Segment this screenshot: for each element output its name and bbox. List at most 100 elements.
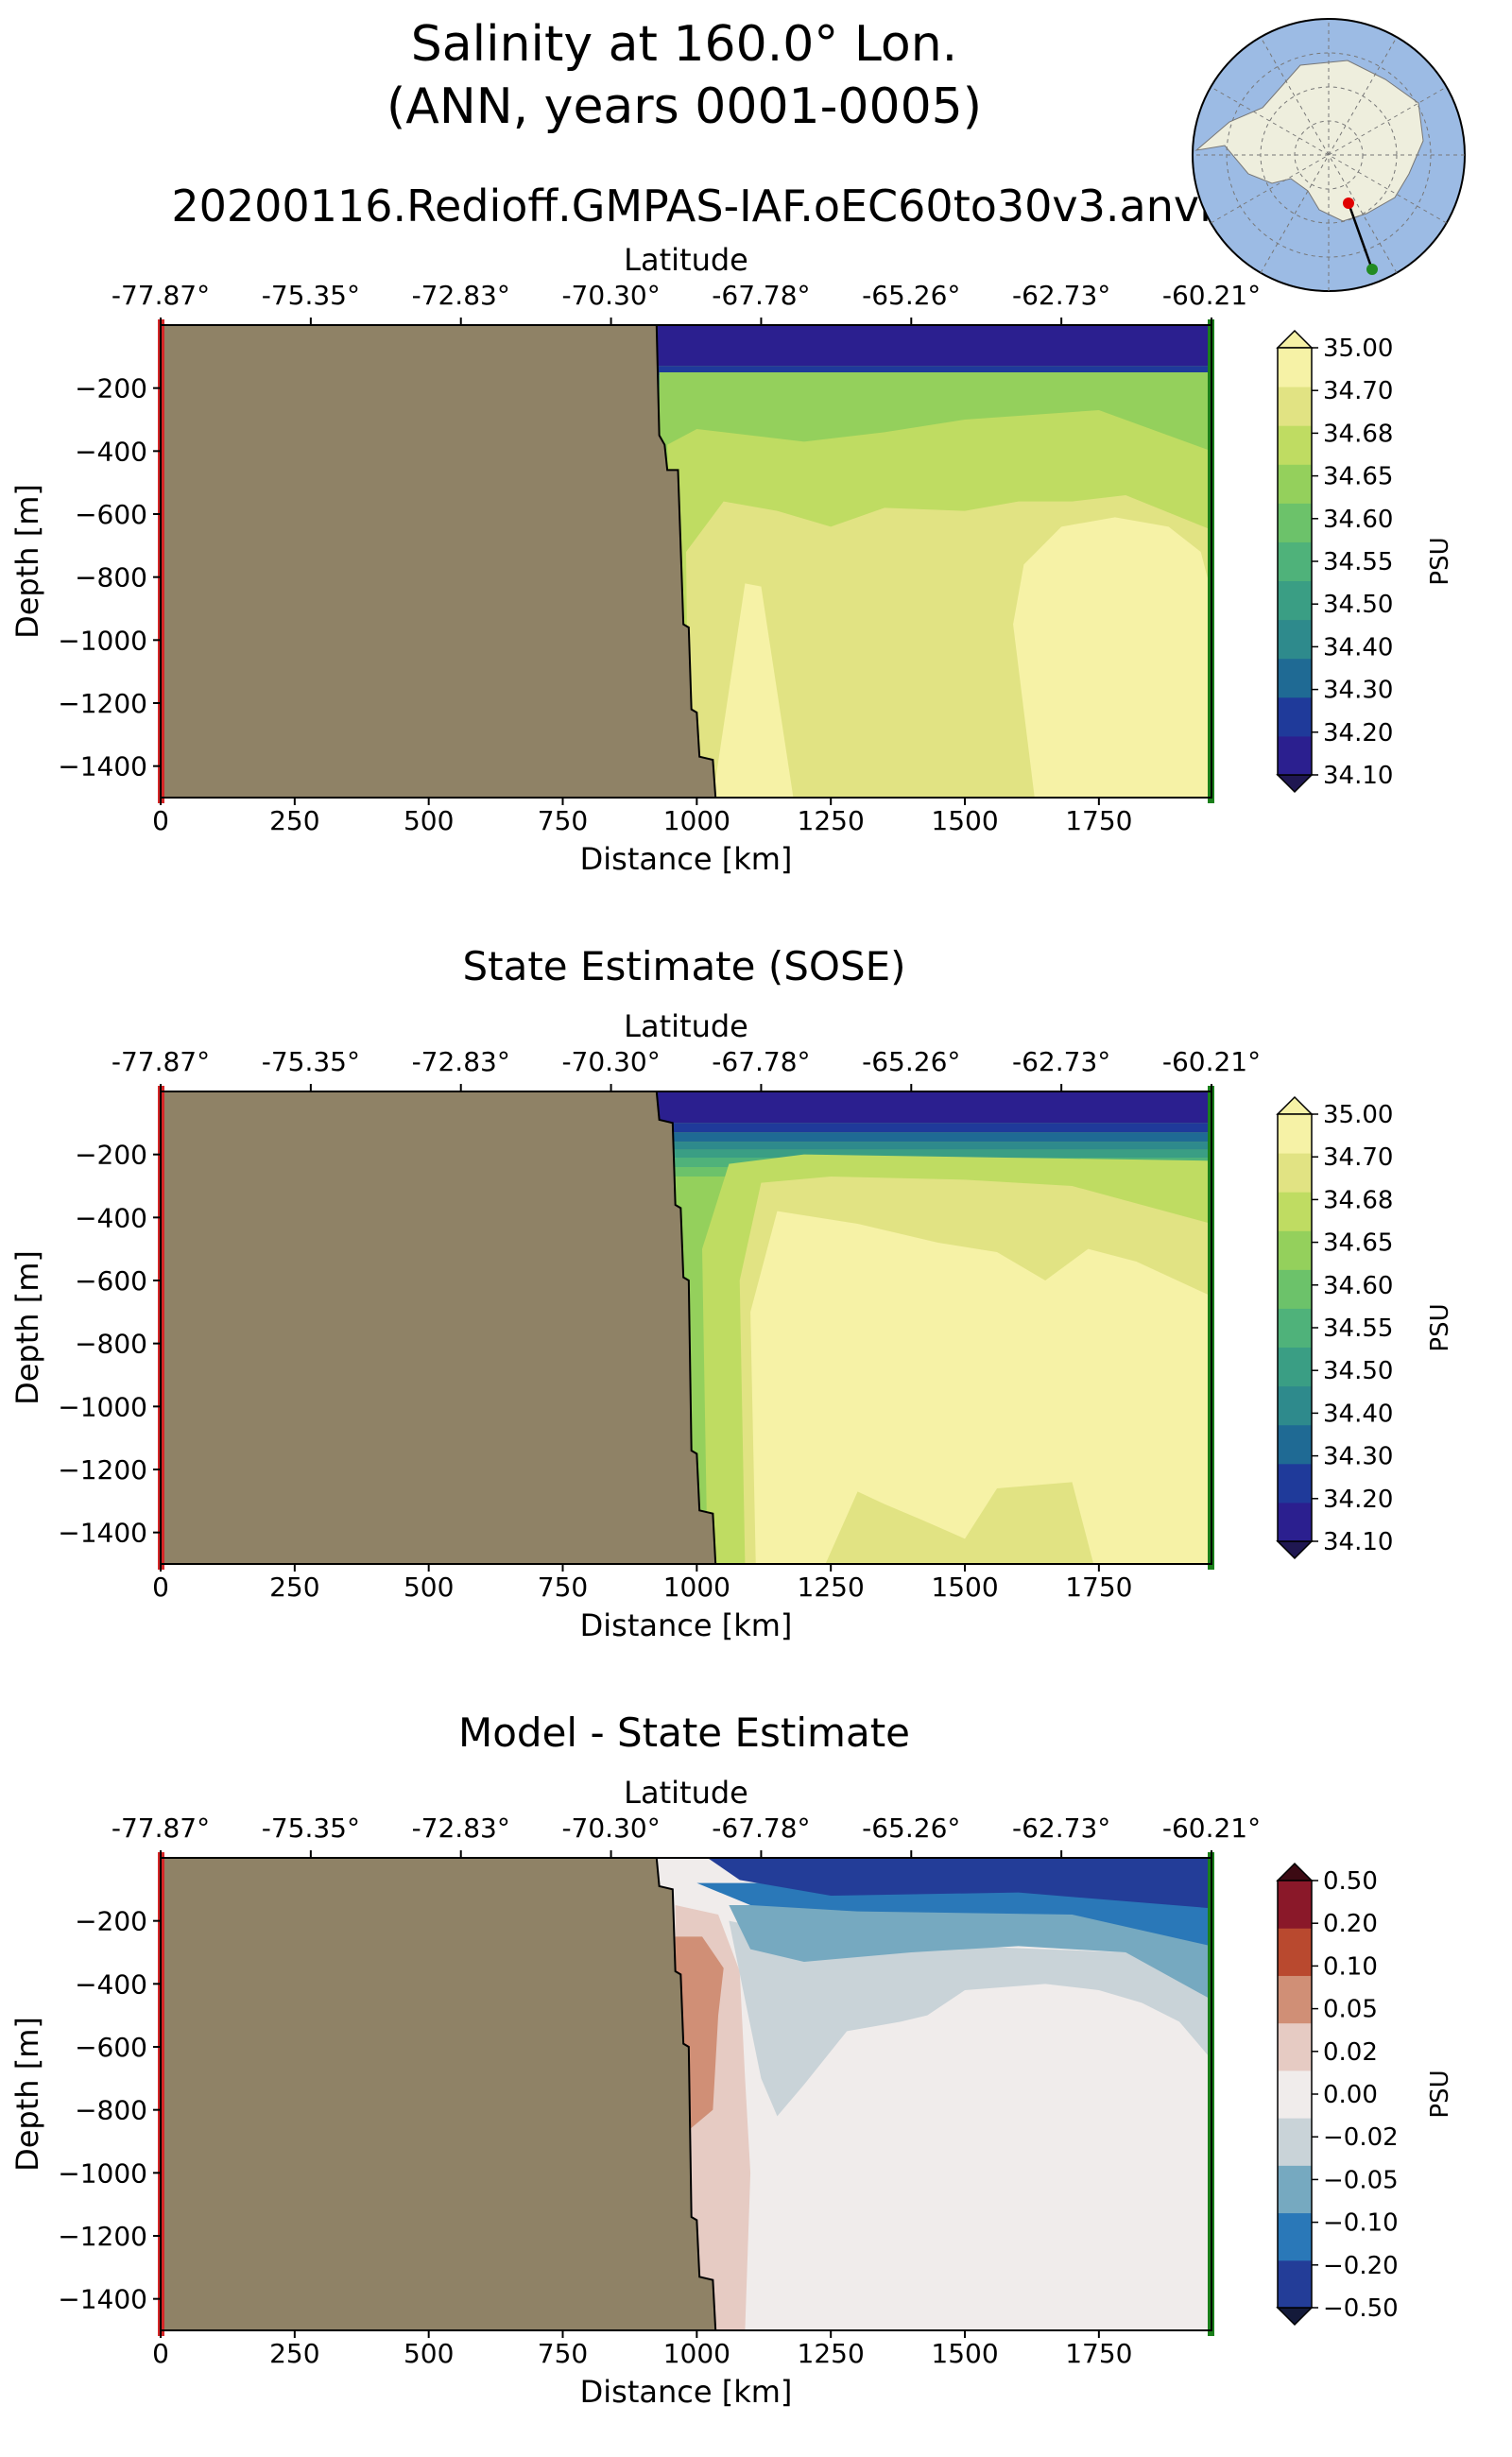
x-tick-label-1: 250 — [269, 805, 319, 836]
top-axis-label: Latitude — [624, 1008, 748, 1044]
y-tick-label-0: −200 — [75, 1906, 147, 1937]
y-tick-label-4: −1000 — [58, 1391, 147, 1422]
panel-3: 0 250 500 750 1000 1250 1500 1750 Distance [km] −… — [9, 1710, 1454, 2410]
lat-tick-label-6: -62.73° — [1012, 1046, 1110, 1077]
colorbar-tick-label-6: 34.60 — [1323, 506, 1393, 534]
x-tick-label-5: 1250 — [798, 1572, 865, 1603]
colorbar-tick-label-2: 34.30 — [1323, 677, 1393, 705]
x-tick-label-7: 1750 — [1065, 1572, 1132, 1603]
lat-tick-label-4: -67.78° — [712, 1813, 810, 1844]
colorbar-extend-bottom — [1276, 2307, 1314, 2327]
map-graticule-meridian-150 — [1211, 86, 1447, 224]
colorbar-extend-top — [1276, 329, 1314, 349]
contour-region-3 — [825, 1482, 1094, 1564]
x-tick-label-2: 500 — [404, 1572, 454, 1603]
x-tick-label-3: 750 — [538, 805, 588, 836]
y-axis-label: Depth [m] — [9, 1250, 45, 1405]
colorbar-segment-5 — [1278, 2022, 1312, 2071]
colorbar-tick-label-10: 35.00 — [1323, 1101, 1393, 1129]
x-axis-label: Distance [km] — [580, 2374, 793, 2410]
lat-tick-label-0: -77.87° — [112, 1813, 210, 1844]
lat-tick-label-4: -67.78° — [712, 1046, 810, 1077]
contour-band-5 — [161, 1158, 1211, 1167]
colorbar-segment-6 — [1278, 503, 1312, 542]
colorbar-segment-5 — [1278, 1308, 1312, 1349]
lat-tick-label-6: -62.73° — [1012, 280, 1110, 311]
x-tick-label-6: 1500 — [931, 1572, 998, 1603]
lat-tick-label-7: -60.21° — [1162, 1813, 1261, 1844]
panel-1: 0 250 500 750 1000 1250 1500 1750 Distance [km] −… — [9, 242, 1454, 877]
map-transect-line — [1347, 202, 1374, 270]
y-tick-label-2: −600 — [75, 2032, 147, 2063]
contour-region-4 — [696, 1882, 1211, 1947]
colorbar-segment-0 — [1278, 2259, 1312, 2309]
colorbar-extend-bottom — [1276, 1540, 1314, 1560]
x-tick-label-3: 750 — [538, 1572, 588, 1603]
colorbar-tick-label-6: 34.60 — [1323, 1272, 1393, 1300]
contour-band-4 — [161, 1149, 1211, 1158]
plot-area — [161, 1858, 1211, 2330]
x-tick-label-4: 1000 — [663, 2338, 730, 2369]
top-axis-label: Latitude — [624, 242, 748, 278]
y-tick-label-6: −1400 — [58, 2284, 147, 2315]
x-tick-label-6: 1500 — [931, 2338, 998, 2369]
lat-tick-label-3: -70.30° — [561, 1046, 660, 1077]
colorbar-segment-3 — [1278, 1385, 1312, 1426]
y-tick-label-5: −1200 — [58, 688, 147, 719]
colorbar-segment-4 — [1278, 1347, 1312, 1387]
contour-band-6 — [161, 1167, 1211, 1177]
lat-tick-label-2: -72.83° — [412, 1813, 510, 1844]
y-tick-label-1: −400 — [75, 1202, 147, 1233]
panel-title: State Estimate (SOSE) — [462, 943, 905, 989]
colorbar-tick-label-5: 0.00 — [1323, 2081, 1378, 2109]
contour-band-1 — [161, 1123, 1211, 1133]
plot-frame — [160, 324, 1212, 799]
inset-locator-map — [1192, 18, 1466, 292]
x-tick-label-2: 500 — [404, 2338, 454, 2369]
colorbar-tick-label-7: 34.65 — [1323, 1229, 1393, 1258]
contour-band-7 — [161, 1177, 1211, 1186]
y-tick-label-0: −200 — [75, 1140, 147, 1171]
colorbar-tick-label-7: 34.65 — [1323, 463, 1393, 491]
y-tick-label-3: −800 — [75, 2095, 147, 2126]
x-tick-label-0: 0 — [152, 1572, 169, 1603]
lat-tick-label-5: -65.26° — [862, 1813, 960, 1844]
colorbar-tick-label-1: 34.20 — [1323, 719, 1393, 747]
colorbar-tick-label-1: −0.20 — [1323, 2252, 1399, 2280]
x-axis-label: Distance [km] — [580, 841, 793, 877]
y-tick-label-3: −800 — [75, 562, 147, 593]
lat-tick-label-7: -60.21° — [1162, 1046, 1261, 1077]
lat-tick-label-1: -75.35° — [262, 1046, 360, 1077]
colorbar-segment-7 — [1278, 1230, 1312, 1270]
y-tick-label-6: −1400 — [58, 751, 147, 782]
colorbar-tick-label-9: 0.20 — [1323, 1910, 1378, 1938]
colorbar-segment-10 — [1278, 1114, 1312, 1154]
colorbar-segment-4 — [1278, 2070, 1312, 2119]
colorbar-segment-7 — [1278, 1928, 1312, 1976]
figure-title-line1: Salinity at 160.0° Lon. — [411, 16, 957, 73]
contour-region-3 — [729, 1905, 1211, 2000]
lat-tick-label-6: -62.73° — [1012, 1813, 1110, 1844]
lat-tick-label-1: -75.35° — [262, 1813, 360, 1844]
panel-2: 0 250 500 750 1000 1250 1500 1750 Distance [km] −… — [9, 943, 1454, 1643]
colorbar-tick-label-9: 34.70 — [1323, 1143, 1393, 1172]
colorbar: −0.50 −0.20 −0.10 −0.05 −0.02 0.00 0.02 0.05 0.1… — [1276, 1862, 1454, 2327]
lat-tick-label-1: -75.35° — [262, 280, 360, 311]
colorbar-tick-label-7: 0.05 — [1323, 1996, 1378, 2024]
land-mask — [161, 1858, 717, 2330]
y-tick-label-1: −400 — [75, 1968, 147, 2000]
plot-area — [161, 325, 1211, 798]
colorbar-tick-label-10: 0.50 — [1323, 1867, 1378, 1896]
colorbar-tick-label-3: 34.40 — [1323, 633, 1393, 662]
colorbar-segment-6 — [1278, 1975, 1312, 2024]
colorbar-segment-0 — [1278, 1502, 1312, 1542]
colorbar-tick-label-1: 34.20 — [1323, 1486, 1393, 1514]
lat-tick-label-4: -67.78° — [712, 280, 810, 311]
x-axis-label: Distance [km] — [580, 1607, 793, 1643]
y-tick-label-0: −200 — [75, 373, 147, 404]
x-tick-label-1: 250 — [269, 1572, 319, 1603]
colorbar: 34.10 34.20 34.30 34.40 34.50 34.55 34.60 34.65… — [1276, 329, 1454, 794]
y-tick-label-2: −600 — [75, 1265, 147, 1297]
colorbar-segment-2 — [1278, 2165, 1312, 2214]
